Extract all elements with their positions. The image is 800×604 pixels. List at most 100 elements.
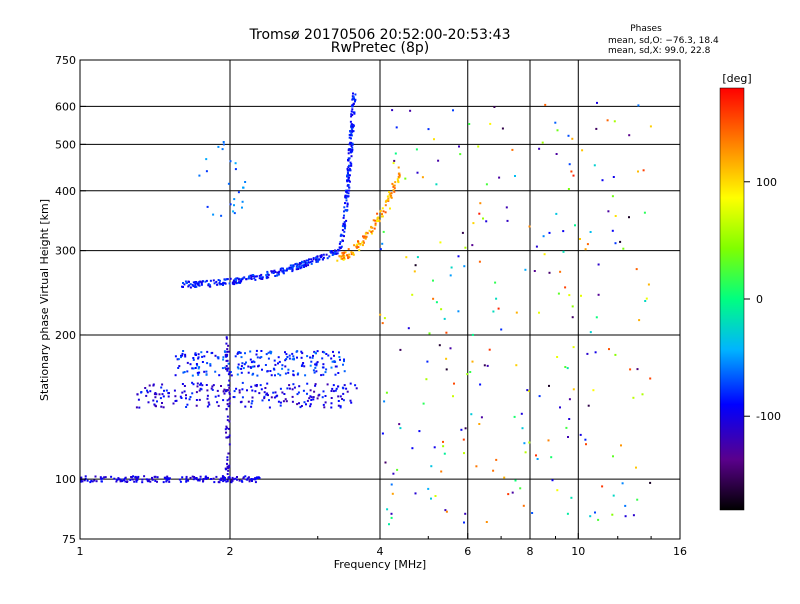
data-point [608,348,610,351]
data-point [248,275,250,278]
data-point [350,125,352,128]
data-point [194,352,197,355]
data-point [468,123,471,125]
data-point [296,373,299,376]
data-point [153,403,156,406]
data-point [187,280,190,283]
data-point [306,355,309,358]
data-point [252,478,255,481]
data-point [189,363,192,366]
data-point [480,416,483,419]
data-point [570,170,573,173]
data-point [347,157,350,160]
data-point [254,384,257,387]
data-point [217,357,220,360]
data-point [348,256,351,259]
data-point [348,174,351,177]
data-point [323,351,326,354]
data-point [349,141,352,144]
data-point [242,186,245,189]
data-point [199,475,202,478]
data-point [124,476,127,479]
data-point [434,495,437,497]
data-point [226,465,229,468]
data-point [246,389,248,392]
data-point [649,481,652,484]
data-point [346,202,349,205]
data-point [334,389,337,392]
data-point [391,492,394,495]
data-point [390,192,393,195]
data-point [113,477,116,480]
data-point [178,478,181,481]
data-point [379,210,382,213]
data-point [126,480,129,483]
data-point [347,149,350,152]
data-point [184,353,187,356]
data-point [488,348,491,351]
data-point [348,136,351,139]
data-point [241,200,244,203]
data-point [270,270,273,273]
data-point [291,270,294,273]
data-point [339,234,342,237]
data-point [236,478,238,481]
data-point [184,280,187,283]
data-point [307,264,310,267]
data-point [250,402,253,405]
data-point [348,143,351,146]
data-point [310,396,313,399]
data-point [250,385,253,388]
data-point [649,377,652,380]
data-point [300,261,303,264]
legend-title: Phases [630,24,662,34]
data-point [175,399,178,402]
data-point [339,405,342,408]
data-point [449,347,452,350]
data-point [485,521,488,523]
data-point [612,455,614,458]
data-point [495,458,498,461]
data-point [247,400,250,403]
data-point [350,115,353,118]
data-point [288,266,291,269]
data-point [151,478,154,481]
data-point [279,374,282,377]
data-point [226,359,229,362]
data-point [273,368,276,371]
data-point [225,436,228,439]
data-point [315,258,317,261]
data-point [589,231,592,233]
data-point [191,392,194,395]
data-point [433,138,435,141]
data-point [392,189,395,192]
data-point [387,199,390,202]
data-point [201,384,204,387]
data-point [386,508,389,511]
data-point [458,145,460,148]
data-point [222,399,225,402]
data-point [597,293,600,296]
data-point [209,364,212,367]
data-point [388,523,390,526]
data-point [479,383,482,386]
data-point [414,264,417,267]
data-point [236,476,238,478]
data-point [152,383,155,386]
data-point [238,389,241,392]
data-point [328,255,331,258]
data-point [119,478,122,481]
data-point [223,479,226,482]
data-point [212,477,215,480]
data-point [218,481,221,484]
data-point [461,231,464,234]
data-point [302,261,305,264]
data-point [306,392,308,395]
y-tick-label: 300 [55,245,76,258]
data-point [279,269,282,272]
data-point [362,236,365,239]
data-point [260,350,263,352]
data-point [200,382,202,385]
data-point [198,479,201,482]
data-point [464,246,467,249]
